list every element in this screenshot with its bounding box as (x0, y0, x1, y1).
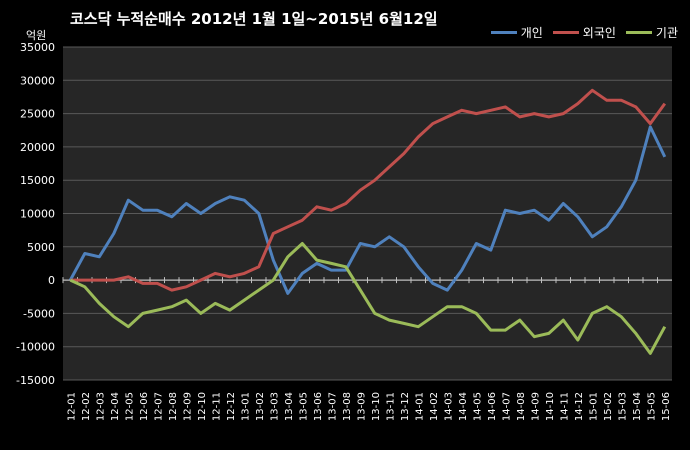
x-tick-label: 12-10 (197, 392, 208, 421)
x-tick-label: 14-07 (501, 392, 512, 421)
legend-item-foreign: 외국인 (552, 24, 616, 41)
x-tick-label: 12-09 (182, 392, 193, 421)
x-tick-label: 12-02 (81, 392, 92, 421)
legend-item-institution: 기관 (625, 24, 678, 41)
x-tick-label: 13-02 (255, 392, 266, 421)
x-tick-label: 15-03 (617, 392, 628, 421)
x-tick-label: 14-06 (487, 392, 498, 421)
series-line-2 (69, 242, 667, 355)
x-tick-label: 14-05 (472, 392, 483, 421)
series-line-0 (68, 125, 667, 295)
y-tick-label: 30000 (20, 74, 55, 87)
x-tick-label: 14-01 (414, 392, 425, 421)
x-tick-label: 14-03 (443, 392, 454, 421)
y-tick-label: 15000 (20, 174, 55, 187)
y-axis-unit-label: 억원 (26, 29, 47, 42)
x-tick-label: 13-09 (356, 392, 367, 421)
y-tick-label: 0 (48, 274, 55, 287)
y-tick-label: -15000 (16, 374, 55, 387)
x-tick-label: 12-05 (124, 392, 135, 421)
chart-legend: 개인 외국인 기관 (490, 24, 678, 41)
x-tick-label: 14-12 (574, 392, 585, 421)
x-tick-label: 12-04 (110, 392, 121, 421)
x-tick-label: 13-10 (371, 392, 382, 421)
x-tick-label: 15-01 (588, 392, 599, 421)
x-tick-label: 12-12 (226, 392, 237, 421)
y-tick-label: 10000 (20, 208, 55, 221)
x-tick-label: 14-08 (516, 392, 527, 421)
x-tick-label: 13-05 (298, 392, 309, 421)
y-tick-label: 20000 (20, 141, 55, 154)
legend-swatch-individual (490, 31, 517, 34)
y-tick-label: 35000 (20, 41, 55, 54)
x-tick-label: 12-08 (168, 392, 179, 421)
legend-swatch-foreign (552, 31, 579, 34)
x-tick-label: 13-01 (240, 392, 251, 421)
legend-label-foreign: 외국인 (582, 26, 616, 40)
x-tick-label: 15-06 (661, 392, 672, 421)
legend-swatch-institution (625, 31, 652, 34)
x-tick-label: 15-02 (603, 392, 614, 421)
x-tick-label: 13-08 (342, 392, 353, 421)
x-tick-label: 13-11 (385, 392, 396, 421)
x-tick-label: 13-03 (269, 392, 280, 421)
x-tick-label: 14-10 (545, 392, 556, 421)
chart-title: 코스닥 누적순매수 2012년 1월 1일~2015년 6월12일 (70, 10, 438, 28)
x-tick-label: 14-02 (429, 392, 440, 421)
legend-label-institution: 기관 (655, 26, 678, 40)
x-tick-label: 12-01 (66, 392, 77, 421)
x-tick-label: 15-04 (632, 392, 643, 421)
x-tick-label: 13-12 (400, 392, 411, 421)
x-tick-label: 12-06 (139, 392, 150, 421)
x-tick-label: 12-03 (95, 392, 106, 421)
x-tick-label: 14-11 (559, 392, 570, 421)
x-tick-label: 15-05 (646, 392, 657, 421)
x-tick-label: 14-09 (530, 392, 541, 421)
x-tick-label: 12-07 (153, 392, 164, 421)
legend-label-individual: 개인 (520, 26, 543, 40)
y-tick-label: 25000 (20, 108, 55, 121)
legend-item-individual: 개인 (490, 24, 543, 41)
x-tick-label: 13-06 (313, 392, 324, 421)
x-tick-label: 12-11 (211, 392, 222, 421)
y-tick-label: -10000 (16, 341, 55, 354)
x-tick-label: 13-07 (327, 392, 338, 421)
y-tick-label: -5000 (23, 307, 55, 320)
x-tick-label: 14-04 (458, 392, 469, 421)
x-tick-label: 13-04 (284, 392, 295, 421)
series-line-1 (70, 88, 667, 292)
y-tick-label: 5000 (27, 241, 55, 254)
